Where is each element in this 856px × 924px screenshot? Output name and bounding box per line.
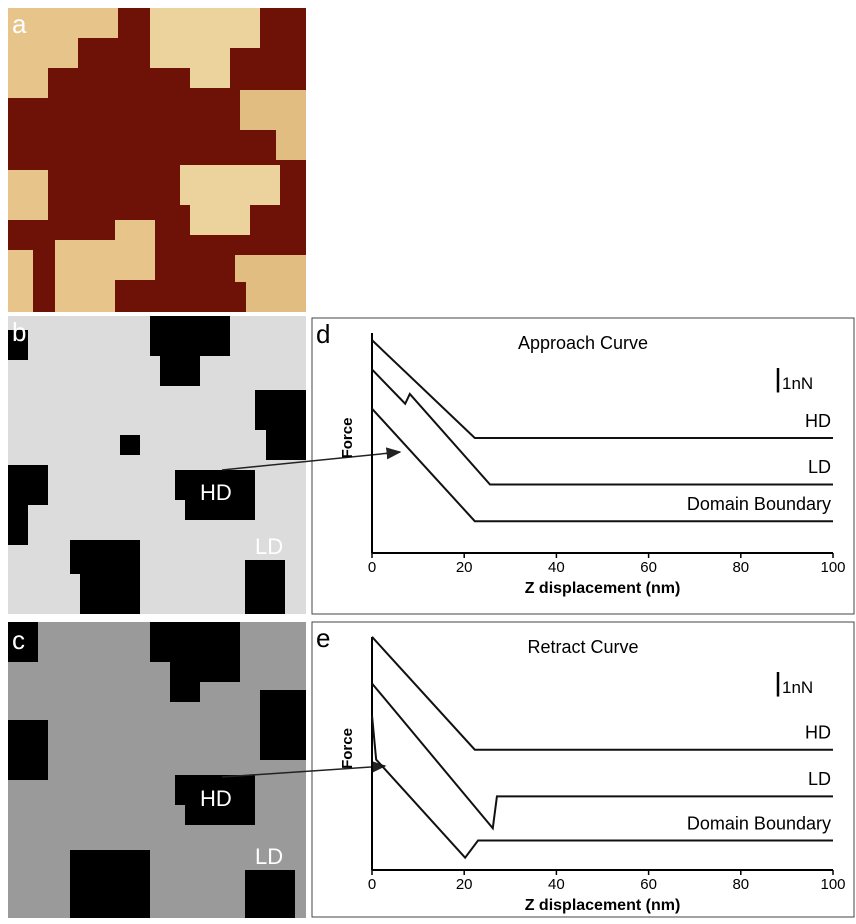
x-axis-label: Z displacement (nm) bbox=[525, 580, 681, 597]
scale-bar-label: 1nN bbox=[782, 678, 813, 697]
image-b bbox=[8, 316, 306, 614]
annotation: LD bbox=[255, 534, 283, 559]
annotation: HD bbox=[200, 786, 232, 811]
x-tick-label: 60 bbox=[640, 559, 657, 576]
x-tick-label: 80 bbox=[732, 559, 749, 576]
series-label: LD bbox=[808, 457, 831, 477]
x-tick-label: 40 bbox=[548, 876, 565, 893]
annotation: HD bbox=[200, 480, 232, 505]
panel-label: a bbox=[12, 9, 27, 39]
curve bbox=[371, 715, 833, 860]
image-c bbox=[8, 622, 306, 918]
panel-label: e bbox=[316, 623, 330, 653]
chart-title: Approach Curve bbox=[518, 333, 648, 353]
series-label: Domain Boundary bbox=[687, 813, 831, 833]
series-label: LD bbox=[808, 769, 831, 789]
curve bbox=[371, 636, 833, 751]
x-tick-label: 60 bbox=[640, 876, 657, 893]
x-tick-label: 100 bbox=[820, 559, 845, 576]
scale-bar-label: 1nN bbox=[782, 374, 813, 393]
series-label: Domain Boundary bbox=[687, 494, 831, 514]
chart-title: Retract Curve bbox=[527, 637, 638, 657]
curve bbox=[371, 368, 833, 486]
panel-frame bbox=[311, 621, 855, 918]
curve bbox=[371, 339, 833, 439]
arrow bbox=[221, 447, 402, 471]
series-label: HD bbox=[805, 722, 831, 742]
y-axis-label: Force bbox=[339, 728, 356, 769]
curve bbox=[371, 407, 833, 523]
x-tick-label: 0 bbox=[368, 559, 376, 576]
x-tick-label: 40 bbox=[548, 559, 565, 576]
panel-label: b bbox=[12, 317, 26, 347]
curve bbox=[371, 682, 833, 831]
x-axis-label: Z displacement (nm) bbox=[525, 897, 681, 914]
x-tick-label: 100 bbox=[820, 876, 845, 893]
x-tick-label: 0 bbox=[368, 876, 376, 893]
panel-label: d bbox=[316, 319, 330, 349]
annotation: LD bbox=[255, 844, 283, 869]
panel-label: c bbox=[12, 625, 25, 655]
panel-frame bbox=[311, 317, 855, 615]
x-tick-label: 80 bbox=[732, 876, 749, 893]
arrow bbox=[221, 760, 387, 778]
x-tick-label: 20 bbox=[456, 559, 473, 576]
x-tick-label: 20 bbox=[456, 876, 473, 893]
image-a bbox=[8, 8, 306, 312]
y-axis-label: Force bbox=[339, 418, 356, 459]
series-label: HD bbox=[805, 411, 831, 431]
